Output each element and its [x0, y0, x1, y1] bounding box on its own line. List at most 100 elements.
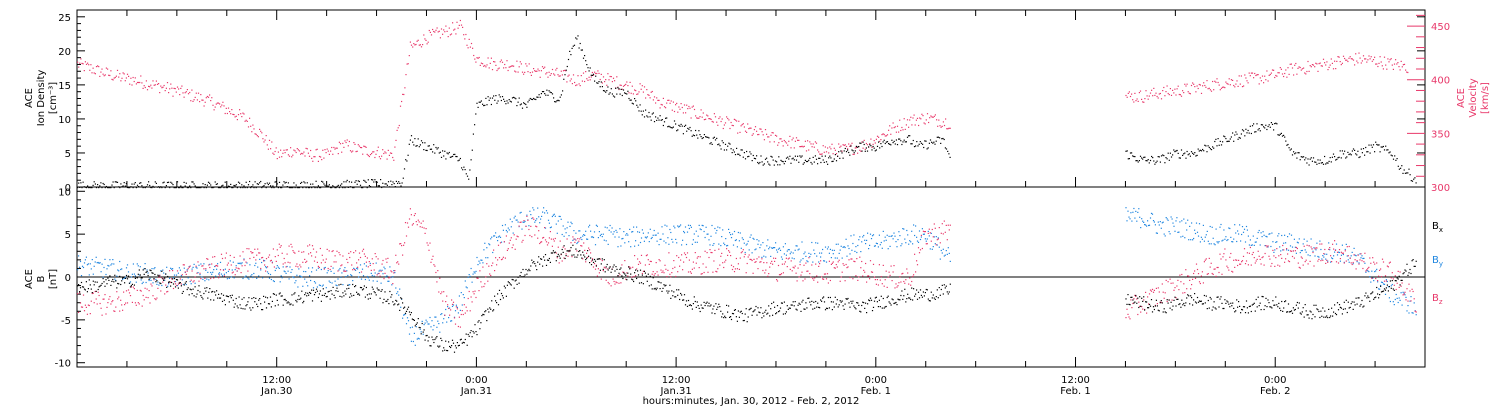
velocity-point [607, 73, 609, 75]
Bz-point [279, 246, 281, 248]
velocity-point [330, 150, 332, 152]
Bz-point [942, 233, 944, 235]
density-point [366, 187, 368, 189]
Bx-point [111, 280, 113, 282]
Bx-point [216, 290, 218, 292]
Bz-point [1385, 280, 1387, 282]
velocity-point [852, 153, 854, 155]
Bz-point [757, 268, 759, 270]
By-point [1303, 238, 1305, 240]
Bx-point [149, 269, 151, 271]
velocity-point [948, 127, 950, 129]
Bz-point [106, 306, 108, 308]
Bz-point [571, 256, 573, 258]
density-point [610, 88, 612, 90]
Bx-point [395, 299, 397, 301]
velocity-point [433, 30, 435, 33]
density-point [833, 158, 835, 160]
density-point [1178, 157, 1180, 159]
Bz-point [780, 273, 783, 275]
By-point [166, 266, 168, 268]
velocity-point [871, 146, 873, 148]
Bz-point [336, 250, 338, 252]
velocity-point [507, 69, 509, 72]
Bz-point [214, 256, 216, 258]
density-point [317, 185, 319, 187]
By-point [105, 273, 107, 276]
Bz-point [302, 261, 304, 263]
By-point [1150, 212, 1153, 214]
density-point [348, 181, 350, 183]
density-point [1401, 165, 1403, 167]
velocity-point [790, 147, 792, 149]
velocity-point [1296, 73, 1298, 75]
density-point [257, 183, 259, 185]
velocity-point [1309, 65, 1311, 67]
density-point [579, 42, 581, 45]
density-point [1218, 144, 1220, 146]
Bx-point [337, 290, 339, 292]
Bz-point [1343, 262, 1345, 264]
Bz-point [826, 273, 829, 275]
By-point [301, 276, 303, 278]
top-y2label-line2: Velocity [1468, 78, 1479, 117]
velocity-point [886, 134, 889, 136]
By-point [442, 322, 444, 324]
Bx-point [240, 307, 242, 309]
By-point [1355, 255, 1357, 257]
velocity-point [845, 145, 848, 148]
velocity-point [931, 116, 933, 118]
By-point [1369, 276, 1371, 278]
Bx-point [187, 287, 189, 289]
velocity-point [590, 76, 592, 78]
density-point [645, 109, 647, 111]
By-point [1370, 281, 1372, 283]
By-point [258, 275, 260, 277]
density-point [1170, 156, 1173, 158]
density-point [1184, 152, 1186, 154]
velocity-point [1303, 67, 1305, 69]
Bz-point [666, 276, 668, 278]
By-point [399, 288, 401, 290]
velocity-point [581, 80, 583, 82]
Bx-point [180, 285, 182, 287]
Bz-point [226, 264, 228, 266]
density-point [573, 44, 576, 46]
By-point [1262, 231, 1264, 233]
Bz-point [1125, 317, 1127, 319]
velocity-point [1227, 83, 1229, 85]
velocity-point [499, 61, 501, 63]
By-point [900, 245, 902, 247]
velocity-point [611, 81, 613, 83]
Bz-point [1396, 282, 1398, 284]
Bz-point [357, 266, 359, 268]
velocity-point [695, 115, 697, 117]
Bz-point [139, 289, 141, 291]
velocity-point [112, 79, 114, 81]
By-point [122, 278, 124, 280]
velocity-point [1329, 64, 1331, 66]
Bz-point [521, 241, 523, 243]
Bz-point [403, 244, 405, 246]
velocity-point [470, 42, 473, 45]
velocity-point [671, 109, 673, 111]
By-point [297, 286, 299, 288]
velocity-point [1172, 89, 1174, 91]
By-point [733, 230, 736, 233]
By-point [532, 207, 534, 209]
density-point [706, 136, 708, 138]
Bx-point [350, 293, 352, 295]
velocity-point [539, 76, 541, 78]
Bx-point [177, 287, 179, 289]
velocity-point [423, 34, 425, 36]
density-point [879, 147, 881, 149]
Bz-point [807, 270, 809, 272]
density-point [125, 182, 127, 185]
Bz-point [1275, 257, 1277, 259]
velocity-point [681, 106, 683, 109]
Bx-point [246, 304, 248, 306]
Bz-point [1158, 291, 1160, 293]
velocity-point [804, 140, 806, 142]
velocity-point [134, 77, 136, 79]
By-point [557, 220, 559, 222]
